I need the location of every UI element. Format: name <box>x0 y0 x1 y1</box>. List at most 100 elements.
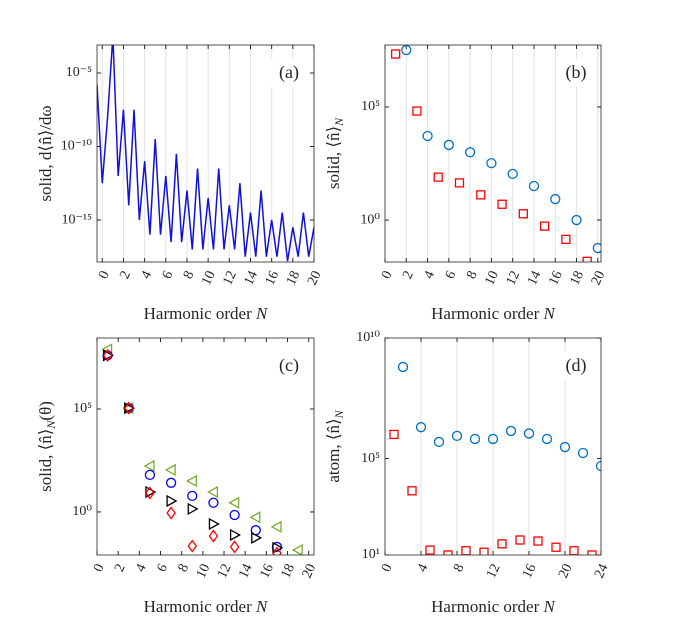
marker <box>291 544 303 555</box>
x-tick-label: 4 <box>139 269 156 282</box>
panel-label-box <box>557 352 595 380</box>
marker <box>433 436 445 448</box>
y-tick-label: 10¹ <box>362 547 380 562</box>
marker <box>166 506 176 520</box>
marker <box>497 539 507 549</box>
marker <box>443 550 453 555</box>
marker <box>415 422 427 433</box>
x-tick-label: 8 <box>181 269 198 282</box>
marker <box>144 469 156 481</box>
marker <box>479 547 489 555</box>
marker <box>397 361 409 373</box>
x-tick-label: 0 <box>91 562 108 575</box>
marker <box>165 477 177 488</box>
marker <box>425 545 435 555</box>
x-tick-label: 18 <box>279 562 299 581</box>
x-axis-label: Harmonic order N <box>431 597 556 616</box>
marker <box>272 541 284 554</box>
x-tick-label: 10 <box>199 269 219 288</box>
y-tick-label: 10⁵ <box>73 401 92 416</box>
marker <box>187 502 199 516</box>
y-axis-label-sub: N <box>44 420 58 430</box>
panel-label-box <box>557 59 595 87</box>
x-tick-label: 0 <box>379 269 396 282</box>
marker <box>464 147 476 158</box>
y-axis-label: atom, ⟨n̂⟩N <box>324 409 346 482</box>
marker <box>412 106 422 116</box>
x-tick-label: 20 <box>305 269 325 288</box>
y-tick-label: 10⁰ <box>72 504 92 519</box>
y-axis-label-text: solid, ⟨n̂⟩ <box>36 429 55 492</box>
marker <box>166 494 178 508</box>
x-axis-label-text: Harmonic order <box>144 597 252 616</box>
x-tick-label: 18 <box>284 269 304 288</box>
marker <box>443 139 454 151</box>
x-tick-label: 12 <box>220 269 240 288</box>
marker <box>561 234 571 245</box>
marker <box>541 433 553 445</box>
x-tick-label: 24 <box>592 562 612 581</box>
y-axis-label: solid, ⟨n̂⟩N <box>324 117 346 189</box>
y-axis-label-sub: N <box>332 409 346 419</box>
x-tick-label: 0 <box>379 562 396 575</box>
marker <box>228 496 240 509</box>
y-tick-label: 10⁰ <box>360 212 380 227</box>
marker <box>270 520 282 533</box>
x-tick-label: 20 <box>589 269 609 288</box>
marker <box>454 178 465 188</box>
x-axis-label-var: N <box>255 597 269 616</box>
marker <box>469 433 481 445</box>
x-axis-label-text: Harmonic order <box>431 304 539 323</box>
marker <box>207 485 219 499</box>
x-tick-label: 12 <box>504 269 524 288</box>
x-axis-label: Harmonic order N <box>431 304 556 323</box>
x-tick-label: 6 <box>443 269 460 282</box>
x-tick-label: 10 <box>194 562 214 581</box>
marker <box>164 463 176 477</box>
x-tick-label: 14 <box>242 269 262 288</box>
marker <box>582 256 592 262</box>
marker <box>577 447 589 459</box>
marker <box>187 490 198 502</box>
marker <box>407 486 417 496</box>
marker <box>389 429 399 440</box>
x-tick-label: 12 <box>484 562 504 581</box>
y-tick-label: 10⁻¹⁰ <box>61 139 93 154</box>
axes-frame <box>96 44 315 263</box>
marker <box>272 546 282 555</box>
x-axis-label: Harmonic order N <box>144 304 269 323</box>
marker <box>486 157 497 169</box>
marker <box>208 497 219 508</box>
marker <box>422 130 433 142</box>
x-tick-label: 2 <box>117 269 134 282</box>
y-tick-label: 10⁻¹⁵ <box>62 212 93 227</box>
plot-marks <box>390 45 601 262</box>
x-tick-label: 10 <box>482 269 502 288</box>
marker <box>507 168 518 180</box>
x-tick-label: 16 <box>263 269 283 288</box>
marker <box>229 509 240 521</box>
marker <box>187 539 198 553</box>
marker <box>571 214 582 226</box>
marker <box>185 474 197 488</box>
x-tick-label: 4 <box>422 269 439 282</box>
x-tick-label: 2 <box>400 269 417 282</box>
x-axis-label: Harmonic order N <box>144 597 269 616</box>
marker <box>476 190 486 200</box>
panel-label: (d) <box>566 355 587 376</box>
y-tick-label: 10⁻⁵ <box>66 65 92 80</box>
x-tick-label: 16 <box>257 562 277 581</box>
x-axis-label-text: Harmonic order <box>431 597 539 616</box>
y-axis-label-text: solid, ⟨n̂⟩ <box>324 126 343 189</box>
marker <box>523 428 535 439</box>
marker <box>102 348 113 363</box>
x-tick-label: 20 <box>556 562 576 581</box>
x-axis-label-var: N <box>543 304 557 323</box>
y-axis-label-after: (θ) <box>36 401 55 420</box>
plot-marks <box>97 45 314 262</box>
marker <box>251 531 263 544</box>
panel-label-box <box>270 59 308 87</box>
marker <box>249 511 261 524</box>
marker <box>208 529 219 543</box>
